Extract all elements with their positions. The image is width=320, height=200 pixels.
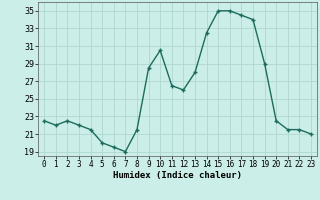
X-axis label: Humidex (Indice chaleur): Humidex (Indice chaleur) — [113, 171, 242, 180]
